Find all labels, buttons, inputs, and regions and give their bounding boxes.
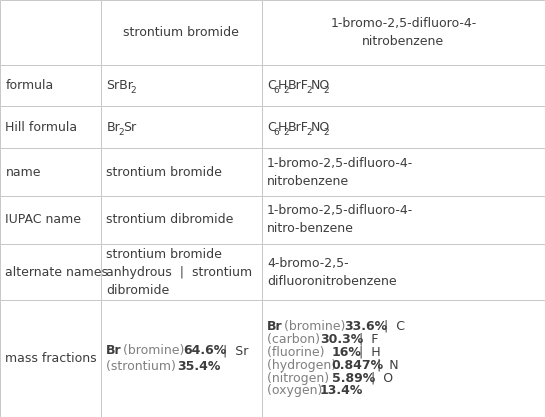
Text: NO: NO <box>311 121 330 134</box>
Text: C: C <box>267 79 276 92</box>
Bar <box>262 196 545 244</box>
Text: 30.3%: 30.3% <box>320 333 364 346</box>
Text: IUPAC name: IUPAC name <box>5 214 81 226</box>
Text: 2: 2 <box>306 86 312 95</box>
Bar <box>262 65 545 106</box>
Text: (bromine): (bromine) <box>280 320 349 333</box>
Text: 2: 2 <box>323 128 329 137</box>
Bar <box>101 106 262 148</box>
Text: |  H: | H <box>350 346 380 359</box>
Text: |  Sr: | Sr <box>215 344 249 357</box>
Bar <box>262 244 545 300</box>
Text: |  C: | C <box>376 320 405 333</box>
Text: Br: Br <box>267 320 283 333</box>
Text: 35.4%: 35.4% <box>177 360 220 373</box>
Bar <box>262 300 545 417</box>
Text: |  F: | F <box>352 333 379 346</box>
Text: 33.6%: 33.6% <box>344 320 387 333</box>
Bar <box>0 148 101 196</box>
Bar <box>0 196 101 244</box>
Text: name: name <box>5 166 41 178</box>
Bar <box>262 0 545 65</box>
Text: alternate names: alternate names <box>5 266 108 279</box>
Text: (strontium): (strontium) <box>106 360 180 373</box>
Text: C: C <box>267 121 276 134</box>
Text: 6: 6 <box>273 128 279 137</box>
Text: BrF: BrF <box>288 79 309 92</box>
Bar <box>0 106 101 148</box>
Text: 2: 2 <box>323 86 329 95</box>
Text: 2: 2 <box>284 128 289 137</box>
Text: 13.4%: 13.4% <box>320 384 364 397</box>
Text: 1-bromo-2,5-difluoro-4-
nitrobenzene: 1-bromo-2,5-difluoro-4- nitrobenzene <box>267 156 413 188</box>
Bar <box>0 300 101 417</box>
Bar <box>101 148 262 196</box>
Bar <box>101 300 262 417</box>
Text: SrBr: SrBr <box>106 79 133 92</box>
Text: (nitrogen): (nitrogen) <box>267 372 333 384</box>
Text: mass fractions: mass fractions <box>5 352 97 365</box>
Text: (hydrogen): (hydrogen) <box>267 359 340 372</box>
Bar <box>101 244 262 300</box>
Text: formula: formula <box>5 79 54 92</box>
Bar <box>101 196 262 244</box>
Text: (oxygen): (oxygen) <box>267 384 326 397</box>
Text: |  N: | N <box>370 359 399 372</box>
Bar <box>262 106 545 148</box>
Text: |  O: | O <box>363 372 393 384</box>
Text: H: H <box>277 79 287 92</box>
Text: strontium bromide: strontium bromide <box>123 26 239 39</box>
Text: (carbon): (carbon) <box>267 333 324 346</box>
Text: H: H <box>277 121 287 134</box>
Text: (fluorine): (fluorine) <box>267 346 329 359</box>
Text: 6: 6 <box>273 86 279 95</box>
Text: strontium bromide
anhydrous  |  strontium
dibromide: strontium bromide anhydrous | strontium … <box>106 248 252 296</box>
Text: BrF: BrF <box>288 121 309 134</box>
Text: 2: 2 <box>118 128 124 137</box>
Bar <box>262 148 545 196</box>
Text: 2: 2 <box>131 86 136 95</box>
Text: Br: Br <box>106 121 120 134</box>
Text: strontium dibromide: strontium dibromide <box>106 214 234 226</box>
Text: 0.847%: 0.847% <box>332 359 384 372</box>
Text: 4-bromo-2,5-
difluoronitrobenzene: 4-bromo-2,5- difluoronitrobenzene <box>267 256 397 288</box>
Text: Hill formula: Hill formula <box>5 121 77 134</box>
Text: Br: Br <box>106 344 122 357</box>
Text: 5.89%: 5.89% <box>332 372 375 384</box>
Bar <box>101 0 262 65</box>
Text: (bromine): (bromine) <box>119 344 188 357</box>
Text: 1-bromo-2,5-difluoro-4-
nitrobenzene: 1-bromo-2,5-difluoro-4- nitrobenzene <box>330 17 476 48</box>
Bar <box>0 0 101 65</box>
Bar <box>0 65 101 106</box>
Bar <box>0 244 101 300</box>
Text: Sr: Sr <box>123 121 136 134</box>
Bar <box>101 65 262 106</box>
Text: 16%: 16% <box>332 346 362 359</box>
Text: 64.6%: 64.6% <box>184 344 227 357</box>
Text: strontium bromide: strontium bromide <box>106 166 222 178</box>
Text: 2: 2 <box>284 86 289 95</box>
Text: NO: NO <box>311 79 330 92</box>
Text: 2: 2 <box>306 128 312 137</box>
Text: 1-bromo-2,5-difluoro-4-
nitro-benzene: 1-bromo-2,5-difluoro-4- nitro-benzene <box>267 204 413 236</box>
